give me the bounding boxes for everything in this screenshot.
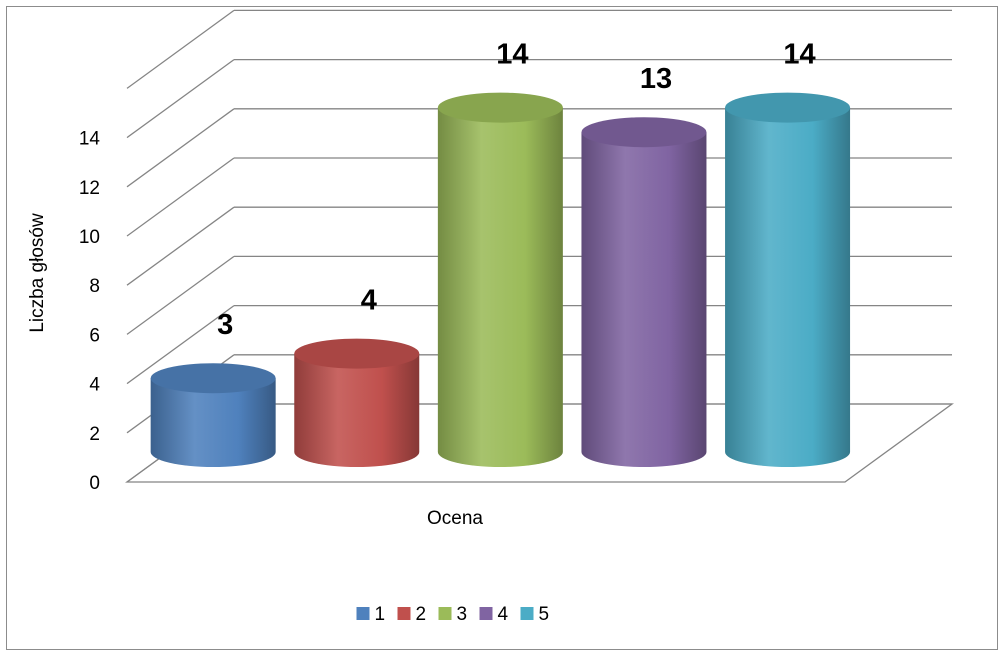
data-label: 4 bbox=[361, 285, 377, 317]
legend-item-3: 3 bbox=[438, 604, 468, 625]
bar-body bbox=[437, 107, 563, 468]
side-gridline bbox=[126, 108, 235, 188]
side-gridline bbox=[126, 255, 235, 335]
legend-swatch bbox=[397, 607, 411, 620]
side-gridline bbox=[126, 206, 235, 286]
y-tick-label: 6 bbox=[89, 325, 100, 346]
bar-5 bbox=[725, 92, 851, 468]
legend-swatch bbox=[438, 607, 452, 620]
legend-label: 4 bbox=[498, 604, 509, 625]
side-gridline bbox=[126, 9, 235, 89]
bar-3 bbox=[437, 92, 563, 468]
y-tick-label: 4 bbox=[89, 375, 100, 396]
legend-item-2: 2 bbox=[397, 604, 427, 625]
legend-swatch bbox=[520, 607, 534, 620]
y-tick-label: 10 bbox=[79, 227, 100, 248]
bar-body bbox=[294, 353, 420, 468]
legend-swatch bbox=[356, 607, 370, 620]
bar-4 bbox=[581, 117, 707, 468]
x-axis-title: Ocena bbox=[427, 508, 483, 529]
legend-label: 1 bbox=[375, 604, 386, 625]
y-axis-title: Liczba głosów bbox=[27, 213, 48, 333]
y-tick-label: 2 bbox=[89, 424, 100, 445]
data-label: 14 bbox=[783, 39, 815, 71]
legend-label: 2 bbox=[416, 604, 427, 625]
bar-top bbox=[437, 92, 563, 123]
data-label: 14 bbox=[496, 39, 528, 71]
legend-item-4: 4 bbox=[479, 604, 509, 625]
bar-top bbox=[581, 117, 707, 148]
bars bbox=[150, 92, 851, 468]
y-axis: 0 2 4 6 8 10 12 14 bbox=[79, 129, 101, 494]
data-label: 3 bbox=[217, 309, 233, 341]
bar-top bbox=[725, 92, 851, 123]
y-tick-label: 8 bbox=[89, 276, 100, 297]
bar-body bbox=[581, 132, 707, 468]
legend-item-5: 5 bbox=[520, 604, 550, 625]
side-gridline bbox=[126, 157, 235, 237]
legend-label: 3 bbox=[457, 604, 468, 625]
legend-swatch bbox=[479, 607, 493, 620]
y-tick-label: 14 bbox=[79, 129, 101, 150]
legend-label: 5 bbox=[539, 604, 550, 625]
legend-item-1: 1 bbox=[356, 604, 386, 625]
data-labels: 3 4 14 13 14 bbox=[217, 39, 816, 342]
bar-2 bbox=[294, 338, 420, 468]
side-gridline bbox=[126, 59, 235, 139]
bar-top bbox=[150, 363, 276, 394]
bar-top bbox=[294, 338, 420, 369]
side-gridline bbox=[126, 305, 235, 385]
y-tick-label: 0 bbox=[89, 473, 100, 494]
y-tick-label: 12 bbox=[79, 178, 100, 199]
bar-1 bbox=[150, 363, 276, 468]
bar-body bbox=[150, 378, 276, 468]
bar-body bbox=[725, 107, 851, 468]
legend: 1 2 3 4 5 bbox=[356, 604, 550, 625]
data-label: 13 bbox=[640, 63, 672, 95]
